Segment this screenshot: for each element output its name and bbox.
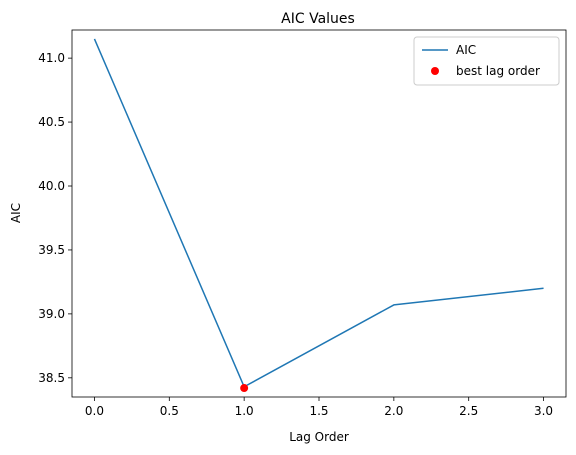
tick-layer: 0.0 0.5 1.0 1.5 2.0 2.5 3.0 38.5 39.0 39.5 40.0 40.… [38, 51, 553, 418]
chart-title: AIC Values [281, 11, 355, 27]
x-tick-label: 0.5 [160, 404, 179, 418]
x-tick-label: 1.5 [309, 404, 328, 418]
legend-label-best: best lag order [456, 64, 540, 78]
y-tick-label: 39.0 [38, 307, 65, 321]
x-tick-label: 3.0 [534, 404, 553, 418]
x-tick-label: 2.0 [384, 404, 403, 418]
legend-label-aic: AIC [456, 43, 476, 57]
y-tick-label: 41.0 [38, 51, 65, 65]
x-axis-label: Lag Order [289, 430, 349, 444]
best-lag-point [240, 384, 249, 393]
y-axis-label: AIC [9, 203, 23, 223]
y-tick-label: 40.0 [38, 179, 65, 193]
aic-line [93, 38, 544, 388]
y-tick-label: 38.5 [38, 371, 65, 385]
series-layer [93, 38, 544, 393]
legend-frame [413, 36, 560, 86]
x-tick-label: 1.0 [235, 404, 254, 418]
y-tick-label: 40.5 [38, 115, 65, 129]
x-tick-label: 2.5 [459, 404, 478, 418]
x-tick-label: 0.0 [85, 404, 104, 418]
legend: AIC best lag order [413, 36, 560, 86]
plot-area: 0.0 0.5 1.0 1.5 2.0 2.5 3.0 38.5 39.0 39.5 40.0 40.… [38, 29, 567, 418]
y-tick-label: 39.5 [38, 243, 65, 257]
plot-frame [71, 29, 567, 398]
legend-marker-swatch [431, 67, 439, 75]
